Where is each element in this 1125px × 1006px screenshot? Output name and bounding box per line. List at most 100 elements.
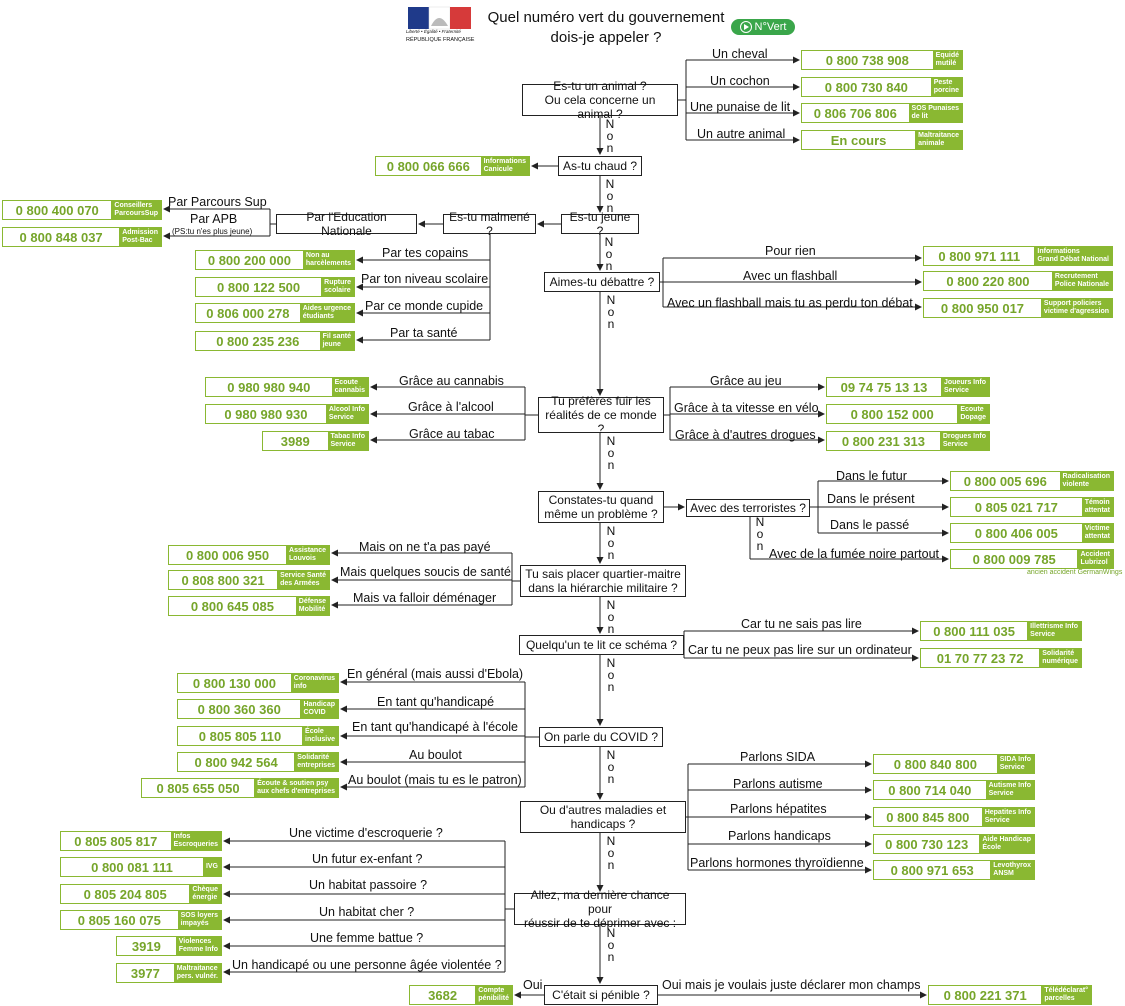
- phone-number[interactable]: 0 800 111 035: [933, 623, 1015, 639]
- phone-number[interactable]: 0 800 200 000: [207, 252, 291, 268]
- phone-number[interactable]: 0 800 400 070: [15, 202, 99, 218]
- phone-number[interactable]: 0 808 800 321: [181, 572, 265, 588]
- phone-number[interactable]: 3989: [280, 433, 310, 449]
- phone-number[interactable]: 0 800 360 360: [197, 701, 281, 717]
- phone-handicap_covid[interactable]: 0 800 360 360 Handicap COVID: [177, 699, 339, 719]
- phone-number[interactable]: 0 800 730 123: [885, 836, 969, 852]
- phone-number[interactable]: 0 800 081 111: [91, 859, 173, 875]
- phone-number[interactable]: 0 800 971 653: [890, 862, 974, 878]
- phone-number[interactable]: 0 800 950 017: [940, 300, 1025, 316]
- phone-radicalisation[interactable]: 0 800 005 696 Radicalisation violente: [950, 471, 1114, 491]
- phone-police[interactable]: 0 800 220 800 Recrutement Police National…: [923, 271, 1113, 291]
- phone-number[interactable]: 0 800 848 037: [19, 229, 103, 245]
- branch-label-thyroide: Parlons hormones thyroïdienne: [690, 856, 864, 870]
- phone-postbac[interactable]: 0 800 848 037 Admission Post-Bac: [2, 227, 162, 247]
- phone-victime[interactable]: 0 800 406 005 Victime attentat: [950, 523, 1114, 543]
- phone-rupture[interactable]: 0 800 122 500 Rupture scolaire: [195, 277, 355, 297]
- phone-autisme[interactable]: 0 800 714 040 Autisme Info Service: [873, 780, 1035, 800]
- phone-number[interactable]: 0 805 805 817: [74, 833, 158, 849]
- phone-tabac[interactable]: 3989 Tabac Info Service: [262, 431, 369, 451]
- phone-lubrizol[interactable]: 0 800 009 785 Accident Lubrizol: [950, 549, 1114, 569]
- phone-number[interactable]: 0 805 021 717: [974, 499, 1058, 515]
- phone-number[interactable]: 0 800 730 840: [824, 79, 908, 95]
- phone-coronavirus[interactable]: 0 800 130 000 Coronavirus info: [177, 673, 339, 693]
- phone-levothyrox[interactable]: 0 800 971 653 Levothyrox ANSM: [873, 860, 1035, 880]
- phone-number[interactable]: 0 800 971 111: [938, 248, 1021, 264]
- phone-armees[interactable]: 0 808 800 321 Service Santé des Armées: [168, 570, 330, 590]
- phone-number[interactable]: 0 800 942 564: [194, 754, 278, 770]
- phone-cheque[interactable]: 0 805 204 805 Chèque énergie: [60, 884, 222, 904]
- phone-service: Victime attentat: [1081, 524, 1113, 542]
- phone-number[interactable]: 0 805 204 805: [83, 886, 167, 902]
- phone-illettrisme[interactable]: 0 800 111 035 Illettrisme Info Service: [920, 621, 1082, 641]
- phone-number[interactable]: 0 805 805 110: [198, 728, 282, 744]
- phone-harcelement[interactable]: 0 800 200 000 Non au harcèlements: [195, 250, 355, 270]
- phone-number[interactable]: 09 74 75 13 13: [840, 379, 928, 395]
- phone-peste[interactable]: 0 800 730 840 Peste porcine: [801, 77, 963, 97]
- phone-number[interactable]: 01 70 77 23 72: [936, 650, 1024, 666]
- phone-number[interactable]: 0 800 406 005: [974, 525, 1058, 541]
- phone-numerique[interactable]: 01 70 77 23 72 Solidarité numérique: [920, 648, 1082, 668]
- phone-number[interactable]: En cours: [830, 132, 887, 148]
- phone-number[interactable]: 0 805 160 075: [77, 912, 161, 928]
- phone-number[interactable]: 0 980 980 940: [227, 379, 311, 395]
- phone-number[interactable]: 0 806 000 278: [206, 305, 290, 321]
- phone-hepatites[interactable]: 0 800 845 800 Hepatites Info Service: [873, 807, 1035, 827]
- phone-number[interactable]: 0 806 706 806: [813, 105, 897, 121]
- phone-entreprises[interactable]: 0 800 942 564 Solidarité entreprises: [177, 752, 339, 772]
- phone-number[interactable]: 0 800 840 800: [893, 756, 977, 772]
- phone-number[interactable]: 0 800 221 371: [943, 987, 1027, 1003]
- phone-ivg[interactable]: 0 800 081 111 IVG: [60, 857, 222, 877]
- phone-number[interactable]: 0 800 845 800: [886, 809, 970, 825]
- phone-canicule[interactable]: 0 800 066 666 Informations Canicule: [375, 156, 530, 176]
- phone-number[interactable]: 0 800 231 313: [841, 433, 925, 449]
- phone-psy[interactable]: 0 805 655 050 Écoute & soutien psy aux ch…: [141, 778, 339, 798]
- phone-number[interactable]: 0 800 235 236: [216, 333, 300, 349]
- phone-number[interactable]: 0 800 009 785: [972, 551, 1056, 567]
- phone-cannabis[interactable]: 0 980 980 940 Ecoute cannabis: [205, 377, 369, 397]
- phone-dopage[interactable]: 0 800 152 000 Ecoute Dopage: [826, 404, 990, 424]
- phone-ecole[interactable]: 0 805 805 110 École inclusive: [177, 726, 339, 746]
- phone-sida[interactable]: 0 800 840 800 SIDA Info Service: [873, 754, 1035, 774]
- phone-teledeclarat[interactable]: 0 800 221 371 Télédéclarat° parcelles: [928, 985, 1092, 1005]
- phone-number[interactable]: 3919: [131, 938, 161, 954]
- phone-number[interactable]: 0 800 220 800: [946, 273, 1030, 289]
- phone-number[interactable]: 0 800 645 085: [190, 598, 274, 614]
- phone-escroqueries[interactable]: 0 805 805 817 Infos Escroqueries: [60, 831, 222, 851]
- phone-number[interactable]: 0 800 714 040: [888, 782, 972, 798]
- phone-number[interactable]: 0 800 738 908: [825, 52, 909, 68]
- phone-equide[interactable]: 0 800 738 908 Equidé mutilé: [801, 50, 963, 70]
- phone-number[interactable]: 0 800 006 950: [185, 547, 270, 563]
- phone-number[interactable]: 0 800 122 500: [217, 279, 301, 295]
- phone-filsante[interactable]: 0 800 235 236 Fil santé jeune: [195, 331, 355, 351]
- phone-loyers[interactable]: 0 805 160 075 SOS loyers impayés: [60, 910, 222, 930]
- phone-drogues[interactable]: 0 800 231 313 Drogues Info Service: [826, 431, 990, 451]
- phone-service: Levothyrox ANSM: [990, 861, 1034, 879]
- phone-louvois[interactable]: 0 800 006 950 Assistance Louvois: [168, 545, 330, 565]
- phone-handicap_ecole[interactable]: 0 800 730 123 Aide Handicap École: [873, 834, 1035, 854]
- phone-debat[interactable]: 0 800 971 111 Informations Grand Débat Na…: [923, 246, 1113, 266]
- phone-temoin[interactable]: 0 805 021 717 Témoin attentat: [950, 497, 1114, 517]
- phone-number[interactable]: 0 800 066 666: [386, 158, 470, 174]
- phone-number[interactable]: 0 800 005 696: [963, 473, 1047, 489]
- phone-number[interactable]: 0 800 152 000: [850, 406, 934, 422]
- phone-number[interactable]: 3977: [130, 965, 160, 981]
- phone-joueurs[interactable]: 09 74 75 13 13 Joueurs Info Service: [826, 377, 990, 397]
- phone-alcool[interactable]: 0 980 980 930 Alcool Info Service: [205, 404, 369, 424]
- phone-number[interactable]: 3682: [428, 987, 458, 1003]
- phone-number[interactable]: 0 980 980 930: [224, 406, 308, 422]
- phone-penibilite[interactable]: 3682 Compte pénibilité: [409, 985, 513, 1005]
- phone-violences[interactable]: 3919 Violences Femme Info: [116, 936, 222, 956]
- phone-mobilite[interactable]: 0 800 645 085 Défense Mobilité: [168, 596, 330, 616]
- phone-urgence[interactable]: 0 806 000 278 Aides urgence étudiants: [195, 303, 355, 323]
- phone-number[interactable]: 0 805 655 050: [156, 780, 240, 796]
- phone-service: Compte pénibilité: [475, 986, 512, 1004]
- phone-punaises[interactable]: 0 806 706 806 SOS Punaises de lit: [801, 103, 963, 123]
- phone-number[interactable]: 0 800 130 000: [192, 675, 276, 691]
- branch-label-violentee: Un handicapé ou une personne âgée violen…: [232, 958, 502, 972]
- phone-encours[interactable]: En cours Maltraitance animale: [801, 130, 963, 150]
- phone-agression[interactable]: 0 800 950 017 Support policiers victime d…: [923, 298, 1113, 318]
- phone-parcoursup[interactable]: 0 800 400 070 Conseillers ParcoursSup: [2, 200, 162, 220]
- phone-maltraitance[interactable]: 3977 Maltraitance pers. vulnér.: [116, 963, 222, 983]
